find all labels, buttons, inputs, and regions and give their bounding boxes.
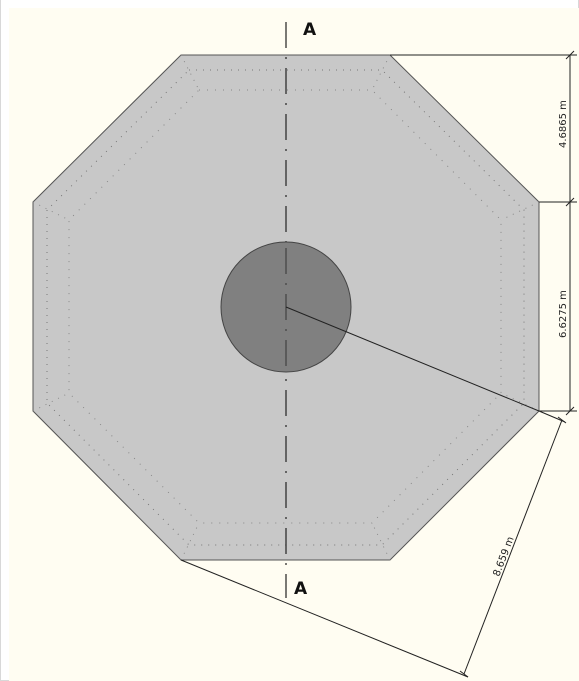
drawing-canvas: 4.6865 m 6.6275 m 8.659 m A A xyxy=(9,8,579,681)
plan-drawing: 4.6865 m 6.6275 m 8.659 m A A xyxy=(32,20,577,678)
dimension-lower-label: 6.6275 m xyxy=(558,290,569,338)
dimension-top-label: 4.6865 m xyxy=(558,100,569,148)
dimension-radius-label: 8.659 m xyxy=(492,535,517,578)
section-label-bottom: A xyxy=(294,579,308,599)
inner-dotted-outline-2 xyxy=(68,89,502,524)
dimension-radius xyxy=(180,410,567,678)
section-label-top: A xyxy=(303,20,317,40)
radius-line xyxy=(285,306,540,412)
inner-dotted-outline xyxy=(46,69,525,546)
dimension-top xyxy=(390,50,577,207)
dimension-lower xyxy=(539,202,577,416)
